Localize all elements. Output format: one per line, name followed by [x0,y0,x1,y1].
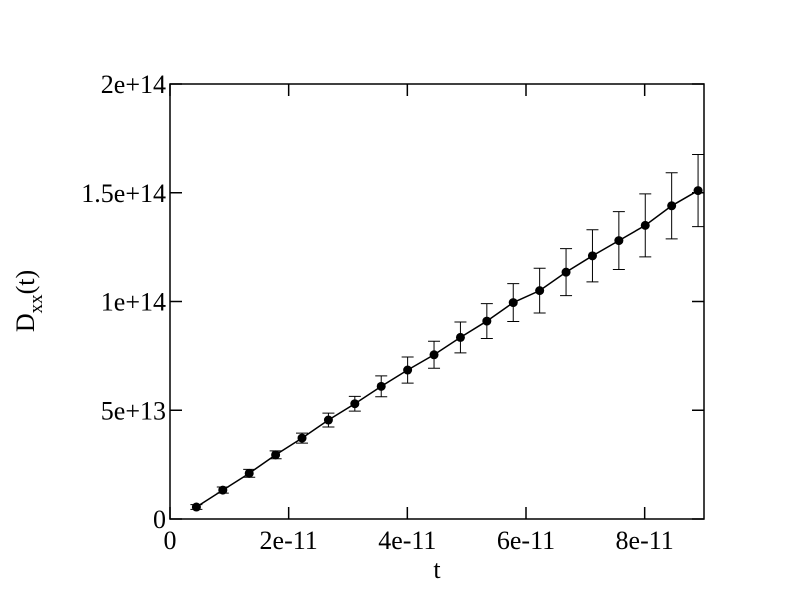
y-tick-label: 1.5e+14 [81,179,166,208]
series-line [195,189,699,508]
data-point [323,415,333,425]
data-point [403,365,413,375]
x-tick-label: 8e-11 [616,526,674,555]
plot-frame [169,83,705,520]
data-point [640,220,650,230]
x-axis-label: t [433,555,441,584]
y-tick-label: 2e+14 [101,70,166,99]
y-tick-label: 0 [153,505,166,534]
data-point [350,399,360,409]
data-point [376,381,386,391]
y-label-main: D [11,313,40,332]
x-tick-label: 6e-11 [497,526,555,555]
data-point [535,286,545,296]
data-point [614,236,624,246]
y-tick-label: 5e+13 [101,396,166,425]
data-point [244,468,254,478]
data-point [561,267,571,277]
data-point [429,350,439,360]
data-point [693,186,703,196]
x-tick-label: 0 [164,526,177,555]
data-point [667,201,677,211]
data-point [587,251,597,261]
y-label-sub: xx [26,294,47,314]
y-label-suffix: (t) [11,270,40,295]
x-tick-label: 4e-11 [378,526,436,555]
data-point [482,316,492,326]
data-point [455,332,465,342]
data-point [218,485,228,495]
data-point [297,433,307,443]
data-point [508,298,518,308]
y-axis-label: Dxx(t) [11,270,47,332]
y-tick-label: 1e+14 [101,288,166,317]
data-point [191,502,201,512]
data-point [271,450,281,460]
x-tick-label: 2e-11 [260,526,318,555]
